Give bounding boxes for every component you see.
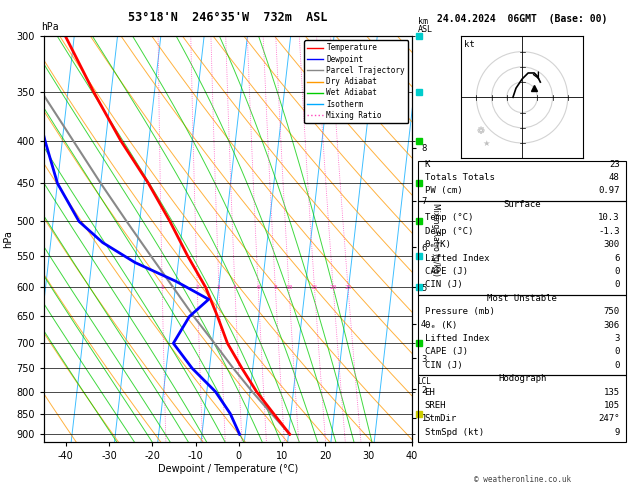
Text: 15: 15 xyxy=(311,285,318,290)
Text: 0: 0 xyxy=(615,267,620,276)
Bar xyxy=(418,295,626,375)
Bar xyxy=(418,201,626,295)
Text: 3: 3 xyxy=(615,334,620,343)
Text: LCL: LCL xyxy=(418,377,431,386)
Text: ❁: ❁ xyxy=(476,126,484,136)
Text: Pressure (mb): Pressure (mb) xyxy=(425,307,494,316)
Text: 24.04.2024  06GMT  (Base: 00): 24.04.2024 06GMT (Base: 00) xyxy=(437,14,607,24)
Text: Lifted Index: Lifted Index xyxy=(425,254,489,262)
Text: 9: 9 xyxy=(615,428,620,437)
Text: 4: 4 xyxy=(233,285,237,290)
Y-axis label: hPa: hPa xyxy=(4,230,14,248)
Text: © weatheronline.co.uk: © weatheronline.co.uk xyxy=(474,474,571,484)
Text: θₑ(K): θₑ(K) xyxy=(425,240,452,249)
Legend: Temperature, Dewpoint, Parcel Trajectory, Dry Adiabat, Wet Adiabat, Isotherm, Mi: Temperature, Dewpoint, Parcel Trajectory… xyxy=(304,40,408,123)
Text: Dewp (°C): Dewp (°C) xyxy=(425,227,473,236)
Text: 247°: 247° xyxy=(598,415,620,423)
Text: 105: 105 xyxy=(603,401,620,410)
Text: CAPE (J): CAPE (J) xyxy=(425,347,467,356)
Text: 2: 2 xyxy=(196,285,199,290)
Text: θₑ (K): θₑ (K) xyxy=(425,321,457,330)
Text: 6: 6 xyxy=(256,285,260,290)
Text: 1: 1 xyxy=(160,285,164,290)
Text: 53°18'N  246°35'W  732m  ASL: 53°18'N 246°35'W 732m ASL xyxy=(128,11,328,24)
Text: 23: 23 xyxy=(609,160,620,169)
Text: 10: 10 xyxy=(285,285,292,290)
Text: K: K xyxy=(425,160,430,169)
Text: 0: 0 xyxy=(615,347,620,356)
Text: CAPE (J): CAPE (J) xyxy=(425,267,467,276)
Text: StmDir: StmDir xyxy=(425,415,457,423)
Text: 8: 8 xyxy=(274,285,277,290)
Text: CIN (J): CIN (J) xyxy=(425,361,462,370)
Text: 0.97: 0.97 xyxy=(598,187,620,195)
Text: km
ASL: km ASL xyxy=(418,17,433,34)
X-axis label: Dewpoint / Temperature (°C): Dewpoint / Temperature (°C) xyxy=(158,464,298,474)
Text: StmSpd (kt): StmSpd (kt) xyxy=(425,428,484,437)
Text: Most Unstable: Most Unstable xyxy=(487,294,557,303)
Text: kt: kt xyxy=(464,40,474,49)
Text: 20: 20 xyxy=(330,285,337,290)
Text: PW (cm): PW (cm) xyxy=(425,187,462,195)
Text: CIN (J): CIN (J) xyxy=(425,280,462,289)
Text: 3: 3 xyxy=(217,285,221,290)
Y-axis label: Mixing Ratio (g/kg): Mixing Ratio (g/kg) xyxy=(431,203,440,276)
Text: 135: 135 xyxy=(603,388,620,397)
Text: SREH: SREH xyxy=(425,401,446,410)
Text: 750: 750 xyxy=(603,307,620,316)
Bar xyxy=(418,160,626,201)
Text: Temp (°C): Temp (°C) xyxy=(425,213,473,222)
Text: 300: 300 xyxy=(603,240,620,249)
Bar xyxy=(418,375,626,442)
Text: 10.3: 10.3 xyxy=(598,213,620,222)
Text: Lifted Index: Lifted Index xyxy=(425,334,489,343)
Text: 25: 25 xyxy=(344,285,352,290)
Text: Hodograph: Hodograph xyxy=(498,374,546,383)
Text: Surface: Surface xyxy=(503,200,541,209)
Text: 0: 0 xyxy=(615,280,620,289)
Text: 0: 0 xyxy=(615,361,620,370)
Text: -1.3: -1.3 xyxy=(598,227,620,236)
Text: 48: 48 xyxy=(609,173,620,182)
Text: hPa: hPa xyxy=(41,21,58,32)
Text: Totals Totals: Totals Totals xyxy=(425,173,494,182)
Text: 6: 6 xyxy=(615,254,620,262)
Text: 306: 306 xyxy=(603,321,620,330)
Text: ★: ★ xyxy=(482,139,490,148)
Text: EH: EH xyxy=(425,388,435,397)
